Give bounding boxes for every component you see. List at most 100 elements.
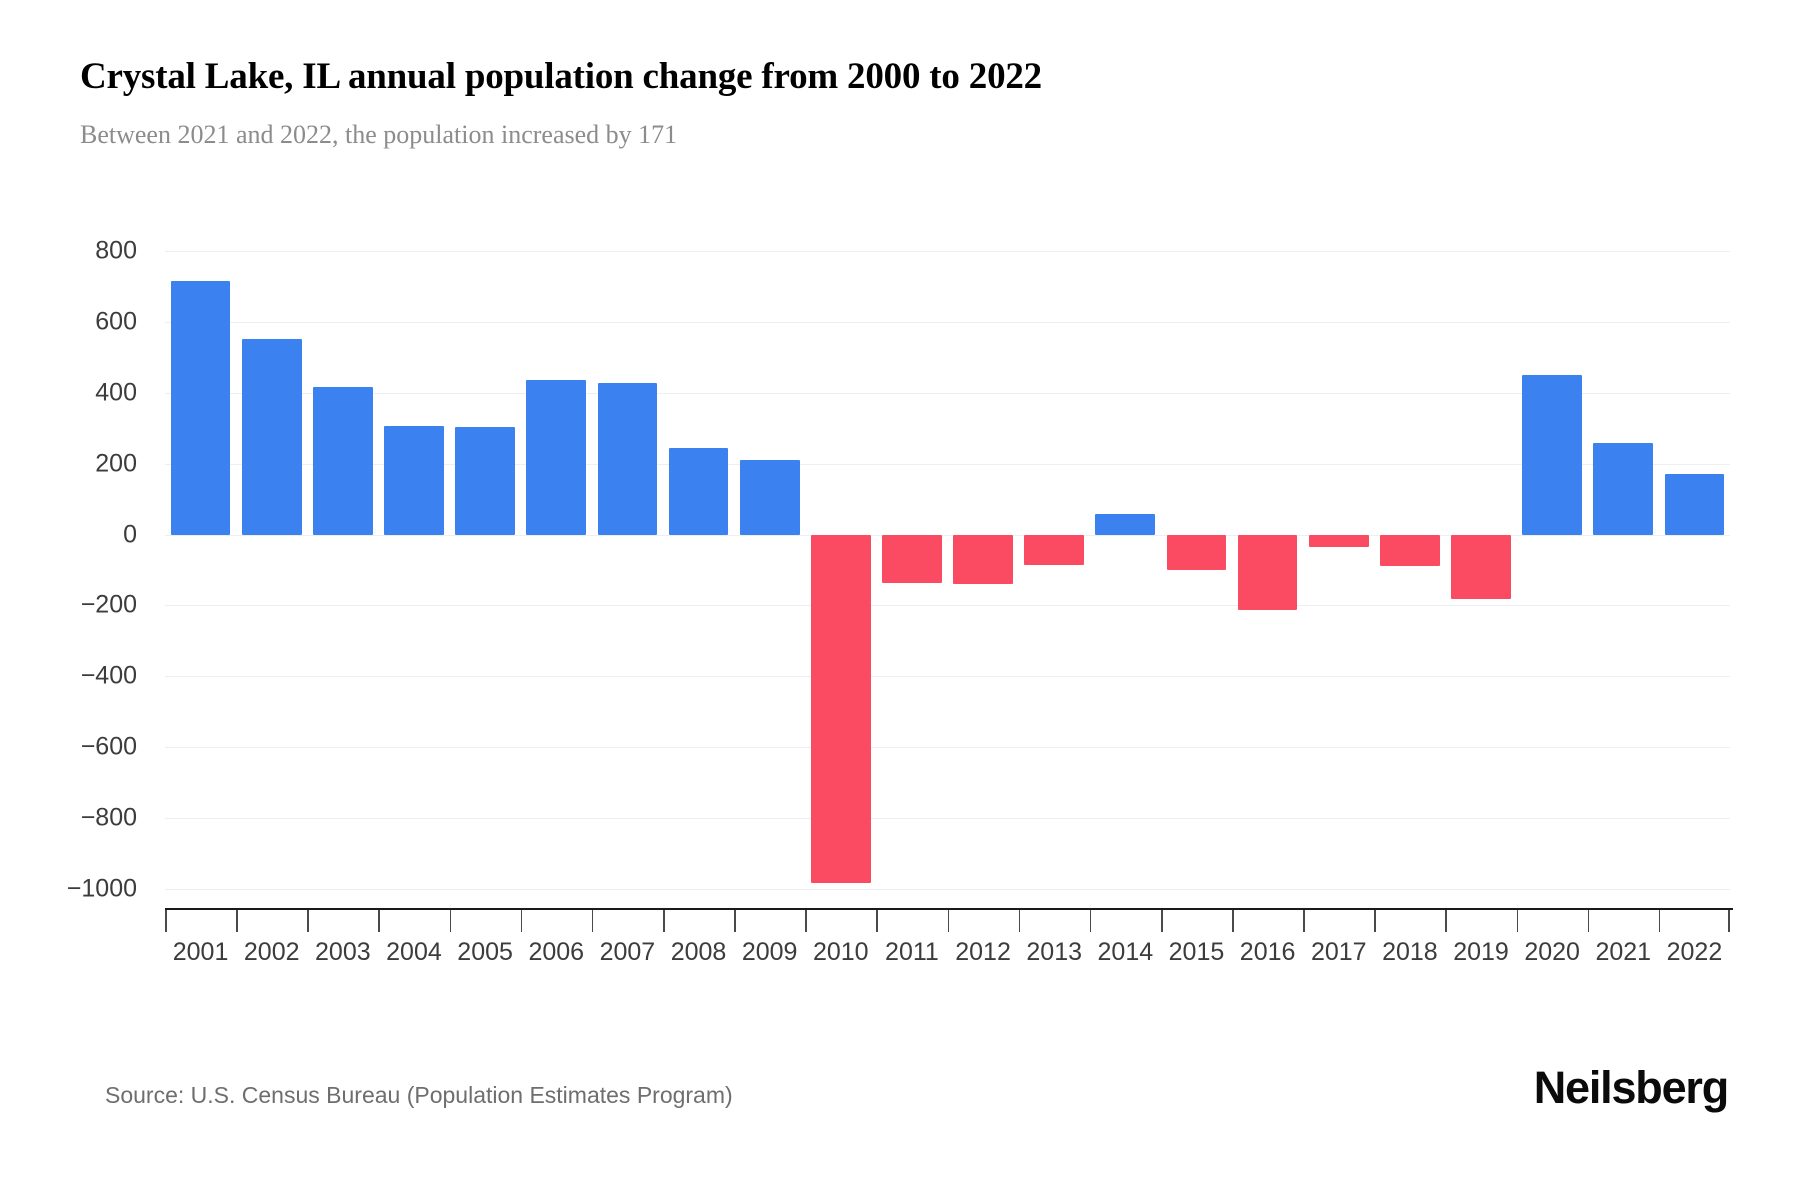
y-axis-tick-label: −400 [80,661,137,690]
bar-slot[interactable] [307,230,378,910]
chart-subtitle: Between 2021 and 2022, the population in… [80,120,678,149]
bar-slot[interactable] [521,230,592,910]
gridline [165,534,1730,536]
y-axis-tick-label: 200 [95,449,137,478]
y-axis-labels: 800 600 400 200 0 −200 −400 −600 −800 −1000 [0,230,155,910]
x-axis-tick-label: 2018 [1382,938,1438,966]
bar[interactable] [1380,534,1440,566]
x-axis-tick [520,910,523,932]
bar-slot[interactable] [1445,230,1516,910]
x-axis-tick [1445,910,1448,932]
bar[interactable] [668,448,729,535]
x-axis-tick-label: 2016 [1239,938,1296,966]
y-axis-tick-label: 400 [95,378,137,407]
x-axis-tick-label: 2004 [386,938,442,966]
x-axis-tick [662,910,665,932]
bar[interactable] [1308,534,1369,548]
chart-title: Crystal Lake, IL annual population chang… [80,56,1042,97]
y-axis-tick-label: −1000 [66,874,137,903]
x-axis-tick-label: 2003 [315,938,371,966]
x-axis-tick [378,910,380,932]
bar[interactable] [241,339,302,535]
x-axis-tick-label: 2021 [1595,938,1652,966]
x-axis-tick [876,910,878,932]
x-axis-tick [805,910,807,932]
x-axis-ticks [165,910,1730,932]
y-axis-tick-label: 0 [123,520,137,549]
bar-slot[interactable] [1232,230,1303,910]
x-axis-tick-label: 2001 [172,938,229,966]
bar[interactable] [1593,443,1654,535]
bar[interactable] [455,427,515,535]
bar[interactable] [810,534,871,884]
bar-slot[interactable] [1161,230,1232,910]
gridlines [165,230,1730,910]
x-axis-tick [165,910,167,932]
bar-slot[interactable] [805,230,876,910]
y-axis-tick-label: −600 [80,732,137,761]
x-axis-tick [591,910,594,932]
x-axis-tick [1089,910,1092,932]
bar-slot[interactable] [165,230,236,910]
bar[interactable] [170,281,231,535]
bar-slot[interactable] [1303,230,1374,910]
x-axis-tick-label: 2007 [599,938,656,966]
x-axis-tick [947,910,950,932]
bar[interactable] [384,425,444,535]
x-axis-tick-label: 2019 [1453,938,1509,966]
gridline [165,605,1730,607]
bar[interactable] [1095,513,1156,535]
bar[interactable] [1522,374,1582,535]
gridline [165,888,1730,890]
bar-slot[interactable] [663,230,734,910]
bar-slot[interactable] [1374,230,1445,910]
x-axis-tick [1516,910,1519,932]
gridline [165,747,1730,749]
bar[interactable] [1451,534,1511,600]
bar-slot[interactable] [1659,230,1730,910]
bar[interactable] [597,383,658,535]
gridline [165,392,1730,394]
bar[interactable] [1237,534,1298,610]
x-axis-tick [1303,910,1305,932]
brand-logo: Neilsberg [1533,1062,1729,1113]
bar-slot[interactable] [1517,230,1588,910]
bar[interactable] [1166,534,1227,570]
bar-slot[interactable] [876,230,947,910]
x-axis-tick [1374,910,1376,932]
bar-slot[interactable] [450,230,521,910]
source-note: Source: U.S. Census Bureau (Population E… [105,1082,733,1108]
bar-slot[interactable] [1019,230,1090,910]
bar-slot[interactable] [236,230,307,910]
bar[interactable] [312,386,373,535]
bar[interactable] [1664,474,1725,535]
bar-slot[interactable] [1090,230,1161,910]
bar[interactable] [1024,534,1085,566]
x-axis-tick-label: 2015 [1168,938,1225,966]
x-axis-tick-label: 2010 [812,938,869,966]
x-axis-tick-label: 2013 [1026,938,1083,966]
x-axis-tick [1018,910,1021,932]
x-axis-tick-label: 2009 [741,938,798,966]
x-axis-tick [1658,910,1661,932]
bar-slot[interactable] [734,230,805,910]
bar-slot[interactable] [1588,230,1659,910]
bar-slot[interactable] [592,230,663,910]
bar[interactable] [953,534,1013,585]
x-axis-tick [734,910,736,932]
bar[interactable] [739,460,800,535]
gridline [165,817,1730,819]
gridline [165,322,1730,324]
gridline [165,676,1730,678]
y-axis-tick-label: −200 [80,590,137,619]
x-axis-tick-label: 2002 [243,938,300,966]
bar[interactable] [526,379,587,535]
x-axis-tick-label: 2005 [457,938,513,966]
x-axis-tick-label: 2020 [1524,938,1580,966]
x-axis-tick [307,910,309,932]
bar-slot[interactable] [948,230,1019,910]
bar[interactable] [882,534,942,584]
x-axis-tick-label: 2008 [670,938,727,966]
x-axis-labels: 2001 2002 2003 2004 2005 2006 2007 2008 2009 2010… [165,938,1730,978]
bar-slot[interactable] [378,230,449,910]
